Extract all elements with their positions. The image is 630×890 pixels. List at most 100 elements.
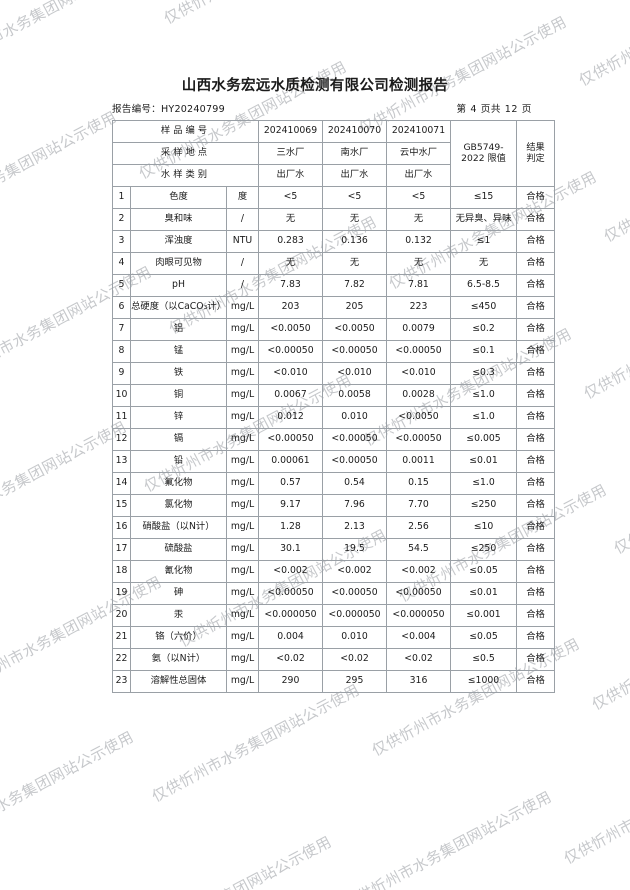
row-judgement: 合格 bbox=[516, 208, 555, 231]
row-limit-value: ≤0.01 bbox=[450, 450, 517, 473]
row-judgement: 合格 bbox=[516, 230, 555, 253]
row-value-sample-2: 205 bbox=[322, 296, 387, 319]
row-item-name: 硝酸盐（以N计） bbox=[130, 516, 227, 539]
row-judgement: 合格 bbox=[516, 384, 555, 407]
row-unit: mg/L bbox=[226, 582, 259, 605]
row-value-sample-2: <0.000050 bbox=[322, 604, 387, 627]
table-row: 20 汞 mg/L <0.000050 <0.000050 <0.000050 ≤0.001… bbox=[112, 604, 555, 627]
table-row: 4 肉眼可见物 / 无无无无合格 bbox=[112, 252, 555, 275]
row-unit: / bbox=[226, 274, 259, 297]
row-unit: NTU bbox=[226, 230, 259, 253]
row-value-sample-1: 无 bbox=[258, 208, 323, 231]
row-index: 11 bbox=[112, 406, 131, 429]
page-indicator: 第 4 页共 12 页 bbox=[456, 104, 532, 115]
table-row: 5 pH/7.83 7.82 7.81 6.5-8.5 合格 bbox=[112, 274, 555, 297]
row-item-name: 硫酸盐 bbox=[130, 538, 227, 561]
row-index: 12 bbox=[112, 428, 131, 451]
row-item-name: 肉眼可见物 bbox=[130, 252, 227, 275]
row-judgement: 合格 bbox=[516, 670, 555, 693]
table-header-row: 采样地点 三水厂 南水厂 云中水厂 bbox=[112, 142, 555, 165]
row-value-sample-1: 9.17 bbox=[258, 494, 323, 517]
row-value-sample-2: <5 bbox=[322, 186, 387, 209]
table-row: 23 溶解性总固体 mg/L 290 295 316 ≤1000 合格 bbox=[112, 670, 555, 693]
row-limit-value: ≤0.01 bbox=[450, 582, 517, 605]
row-unit: mg/L bbox=[226, 516, 259, 539]
header-value-sample-3: 出厂水 bbox=[386, 164, 451, 187]
row-item-name: 溶解性总固体 bbox=[130, 670, 227, 693]
row-item-name: 臭和味 bbox=[130, 208, 227, 231]
row-value-sample-1: <0.010 bbox=[258, 362, 323, 385]
row-value-sample-2: 0.0058 bbox=[322, 384, 387, 407]
row-value-sample-3: <0.00050 bbox=[386, 428, 451, 451]
row-limit-value: ≤0.2 bbox=[450, 318, 517, 341]
row-item-name: 氟化物 bbox=[130, 472, 227, 495]
row-value-sample-2: <0.00050 bbox=[322, 450, 387, 473]
row-limit-value: ≤1.0 bbox=[450, 384, 517, 407]
row-value-sample-1: 30.1 bbox=[258, 538, 323, 561]
gb-standard-column-header: GB5749- 2022 限值 bbox=[450, 120, 517, 187]
row-index: 8 bbox=[112, 340, 131, 363]
row-unit: mg/L bbox=[226, 604, 259, 627]
row-unit: mg/L bbox=[226, 560, 259, 583]
row-judgement: 合格 bbox=[516, 560, 555, 583]
table-row: 13 铅 mg/L 0.00061 <0.00050 0.0011 ≤0.01 合格 bbox=[112, 450, 555, 473]
row-value-sample-1: <0.0050 bbox=[258, 318, 323, 341]
row-value-sample-3: <0.0050 bbox=[386, 406, 451, 429]
row-index: 17 bbox=[112, 538, 131, 561]
row-item-name: 锰 bbox=[130, 340, 227, 363]
row-index: 2 bbox=[112, 208, 131, 231]
table-header-row: 样品编号 202410069 202410070 202410071 GB5749- 20… bbox=[112, 120, 555, 187]
row-value-sample-3: <0.000050 bbox=[386, 604, 451, 627]
row-index: 9 bbox=[112, 362, 131, 385]
table-row: 19 砷 mg/L <0.00050 <0.00050 <0.00050 ≤0.01 合格 bbox=[112, 582, 555, 605]
table-row: 7 铝 mg/L <0.0050 <0.0050 0.0079 ≤0.2 合格 bbox=[112, 318, 555, 341]
row-limit-value: 无 bbox=[450, 252, 517, 275]
table-row: 16 硝酸盐（以N计） mg/L 1.28 2.13 2.56 ≤10 合格 bbox=[112, 516, 555, 539]
row-value-sample-1: 0.012 bbox=[258, 406, 323, 429]
row-value-sample-2: <0.0050 bbox=[322, 318, 387, 341]
row-index: 13 bbox=[112, 450, 131, 473]
row-unit: mg/L bbox=[226, 428, 259, 451]
row-judgement: 合格 bbox=[516, 362, 555, 385]
row-unit: mg/L bbox=[226, 538, 259, 561]
row-value-sample-2: <0.00050 bbox=[322, 428, 387, 451]
row-judgement: 合格 bbox=[516, 626, 555, 649]
row-index: 14 bbox=[112, 472, 131, 495]
row-value-sample-2: 0.136 bbox=[322, 230, 387, 253]
row-unit: mg/L bbox=[226, 362, 259, 385]
row-unit: mg/L bbox=[226, 296, 259, 319]
row-index: 19 bbox=[112, 582, 131, 605]
row-limit-value: ≤1 bbox=[450, 230, 517, 253]
row-index: 3 bbox=[112, 230, 131, 253]
table-header-row: 水样类别 出厂水 出厂水 出厂水 bbox=[112, 164, 555, 187]
row-item-name: 氯化物 bbox=[130, 494, 227, 517]
row-value-sample-1: <0.00050 bbox=[258, 340, 323, 363]
row-unit: mg/L bbox=[226, 494, 259, 517]
row-index: 20 bbox=[112, 604, 131, 627]
row-unit: mg/L bbox=[226, 670, 259, 693]
row-unit: mg/L bbox=[226, 626, 259, 649]
row-item-name: pH bbox=[130, 274, 227, 297]
table-row: 6 总硬度（以CaCO₃计） mg/L 203 205 223 ≤450 合格 bbox=[112, 296, 555, 319]
header-value-sample-2: 南水厂 bbox=[322, 142, 387, 165]
row-index: 10 bbox=[112, 384, 131, 407]
row-value-sample-2: 0.54 bbox=[322, 472, 387, 495]
row-value-sample-3: 无 bbox=[386, 208, 451, 231]
row-value-sample-3: 0.15 bbox=[386, 472, 451, 495]
row-item-name: 氰化物 bbox=[130, 560, 227, 583]
row-value-sample-2: 无 bbox=[322, 208, 387, 231]
row-limit-value: 6.5-8.5 bbox=[450, 274, 517, 297]
row-value-sample-2: <0.010 bbox=[322, 362, 387, 385]
row-limit-value: ≤250 bbox=[450, 538, 517, 561]
row-item-name: 镉 bbox=[130, 428, 227, 451]
water-quality-results-table: 样品编号 202410069 202410070 202410071 GB5749- 20… bbox=[112, 120, 555, 693]
row-value-sample-3: 0.132 bbox=[386, 230, 451, 253]
row-unit: mg/L bbox=[226, 318, 259, 341]
row-unit: mg/L bbox=[226, 406, 259, 429]
row-value-sample-3: <0.02 bbox=[386, 648, 451, 671]
row-value-sample-3: 316 bbox=[386, 670, 451, 693]
table-row: 22 氨（以N计） mg/L <0.02 <0.02 <0.02 ≤0.5 合格 bbox=[112, 648, 555, 671]
header-value-sample-1: 出厂水 bbox=[258, 164, 323, 187]
report-meta-row: 报告编号：HY20240799 第 4 页共 12 页 bbox=[112, 101, 532, 115]
row-judgement: 合格 bbox=[516, 450, 555, 473]
